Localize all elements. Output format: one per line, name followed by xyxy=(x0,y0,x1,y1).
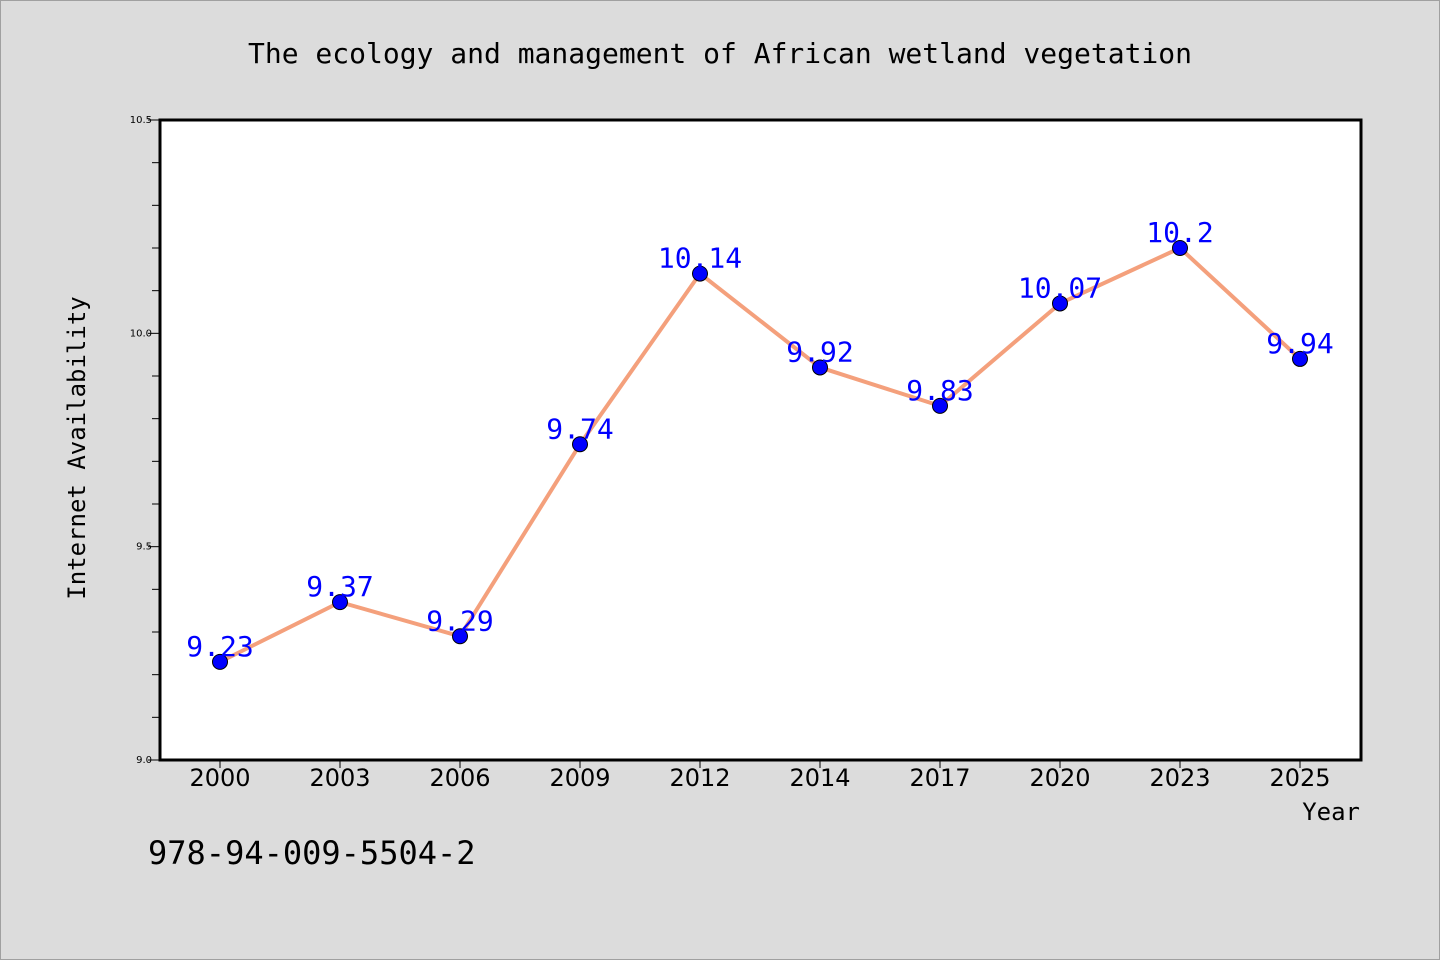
x-tick-label: 2000 xyxy=(189,764,250,792)
y-axis: 9.0 9.5 10.0 10.5 xyxy=(130,115,160,766)
data-point xyxy=(692,265,708,282)
x-axis-label: Year xyxy=(1302,798,1360,826)
data-point xyxy=(452,628,468,645)
data-label: 9.23 xyxy=(186,630,253,663)
data-point xyxy=(1052,295,1068,312)
data-point xyxy=(1292,350,1308,367)
data-point xyxy=(332,594,348,611)
chart-title: The ecology and management of African we… xyxy=(248,37,1192,70)
x-tick-label: 2012 xyxy=(669,764,730,792)
isbn-footnote: 978-94-009-5504-2 xyxy=(148,834,476,872)
x-tick-label: 2006 xyxy=(429,764,490,792)
data-point xyxy=(212,653,228,670)
x-tick-label: 2017 xyxy=(909,764,970,792)
x-tick-label: 2020 xyxy=(1029,764,1090,792)
data-point xyxy=(812,359,828,376)
x-axis: 2000 2003 2006 2009 2012 2014 2017 2020 2023 2025 xyxy=(189,760,1331,792)
data-label: 9.29 xyxy=(426,604,493,637)
data-label: 10.2 xyxy=(1146,216,1213,249)
y-tick-label: 9.5 xyxy=(136,542,152,553)
data-point xyxy=(1172,240,1188,256)
data-label: 9.74 xyxy=(546,412,613,445)
data-label: 9.37 xyxy=(306,570,373,603)
x-tick-label: 2025 xyxy=(1269,764,1330,792)
x-tick-label: 2009 xyxy=(549,764,610,792)
y-tick-label: 10.0 xyxy=(130,328,152,339)
series: 9.23 9.37 9.29 9.74 10.14 9.92 9.83 10.07 10.2 9.… xyxy=(186,216,1334,670)
data-label: 10.14 xyxy=(658,242,742,275)
data-point xyxy=(932,397,948,414)
plot-area xyxy=(158,118,1363,762)
y-tick-label: 10.5 xyxy=(130,115,152,126)
x-tick-label: 2014 xyxy=(789,764,850,792)
x-tick-label: 2003 xyxy=(309,764,370,792)
y-axis-label: Internet Availability xyxy=(63,296,91,599)
data-label: 9.83 xyxy=(906,374,973,407)
data-point xyxy=(572,436,588,453)
data-label: 10.07 xyxy=(1018,271,1102,304)
data-label: 9.92 xyxy=(786,335,853,368)
y-tick-label: 9.0 xyxy=(136,755,152,766)
data-label: 9.94 xyxy=(1266,327,1333,360)
series-line xyxy=(219,246,1302,664)
x-tick-label: 2023 xyxy=(1149,764,1210,792)
